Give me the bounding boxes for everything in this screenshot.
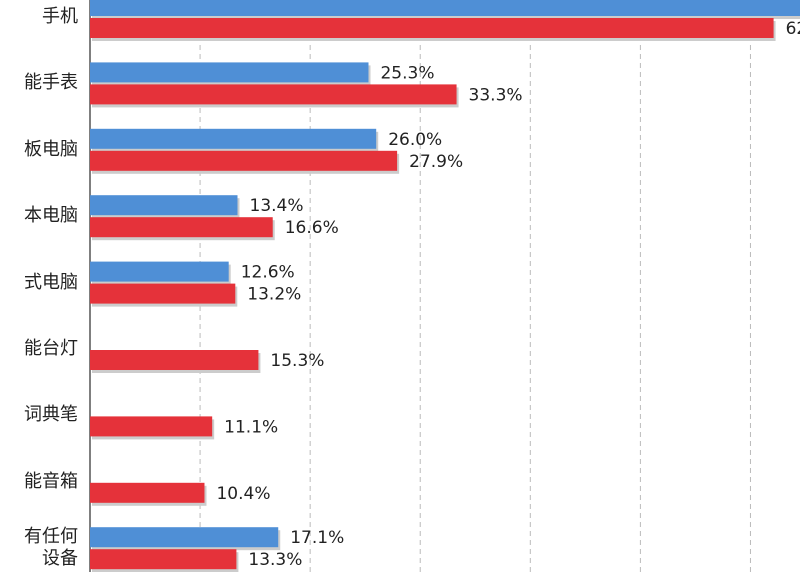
bar — [90, 350, 259, 370]
value-label: 13.3% — [248, 550, 302, 570]
bar — [90, 217, 273, 238]
bar — [90, 549, 237, 570]
category-label: 能音箱 — [24, 470, 78, 492]
category-label: 能台灯 — [24, 338, 78, 359]
value-label: 10.4% — [216, 484, 270, 504]
value-label: 25.3% — [380, 63, 434, 83]
bar — [90, 416, 213, 437]
bar — [90, 261, 229, 282]
bar — [90, 0, 800, 16]
category-label: 式电脑 — [24, 271, 78, 293]
value-label: 13.4% — [250, 196, 304, 216]
value-label: 15.3% — [270, 351, 324, 371]
bar — [90, 195, 238, 216]
value-label: 13.2% — [247, 285, 301, 305]
bar — [90, 150, 398, 171]
bar — [90, 18, 774, 38]
bar — [90, 84, 457, 105]
category-label: 板电脑 — [24, 138, 78, 160]
category-label: 词典笔 — [24, 404, 78, 426]
value-label: 62.1% — [786, 19, 800, 39]
category-label: 有任何 设备 — [24, 526, 78, 570]
value-label: 17.1% — [290, 528, 344, 548]
value-label: 16.6% — [285, 218, 339, 238]
value-label: 33.3% — [469, 85, 523, 105]
bar — [90, 527, 279, 548]
category-label: 能手表 — [24, 72, 78, 94]
category-label: 手机 — [42, 6, 78, 27]
bar — [90, 128, 377, 149]
bar — [90, 62, 369, 83]
bar — [90, 482, 205, 503]
value-label: 12.6% — [241, 263, 295, 283]
category-label: 本电脑 — [24, 205, 78, 227]
value-label: 11.1% — [224, 417, 278, 437]
value-label: 26.0% — [388, 130, 442, 150]
value-label: 27.9% — [409, 152, 463, 172]
bar — [90, 283, 236, 304]
